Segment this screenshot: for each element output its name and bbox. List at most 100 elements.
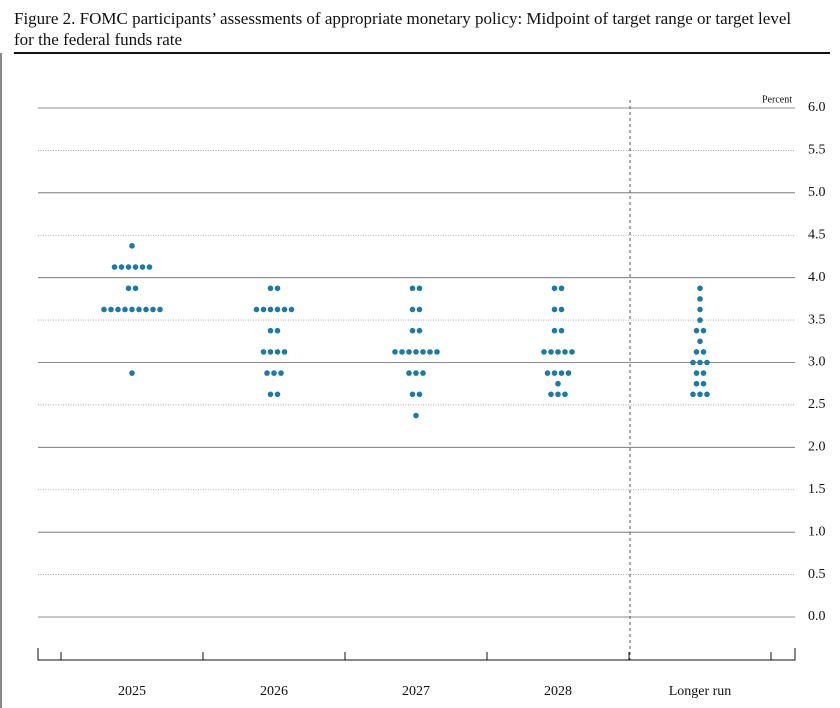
dot — [555, 380, 561, 387]
dot — [118, 264, 125, 270]
dot — [427, 349, 433, 355]
dot — [697, 306, 703, 313]
dot — [278, 370, 284, 376]
dot — [150, 306, 156, 313]
dot — [409, 327, 416, 334]
dot — [267, 349, 274, 355]
dot — [101, 306, 107, 313]
dot — [693, 370, 700, 376]
x-tick-label: 2027 — [402, 684, 430, 699]
dot — [281, 306, 288, 313]
dot — [132, 264, 139, 270]
dot — [274, 349, 281, 355]
dot — [551, 370, 558, 376]
y-tick-label: 4.5 — [808, 227, 826, 242]
dot — [700, 380, 707, 387]
dot — [157, 306, 163, 313]
dot — [569, 349, 575, 355]
dot — [146, 264, 153, 270]
y-tick-label: 2.0 — [808, 440, 826, 455]
dot — [281, 349, 288, 355]
dot — [697, 296, 703, 302]
chart-title: Figure 2. FOMC participants’ assessments… — [14, 9, 792, 49]
dot — [125, 264, 132, 270]
x-tick-label: 2028 — [544, 684, 572, 699]
dot — [544, 370, 551, 376]
dot — [697, 317, 703, 323]
dot — [274, 327, 281, 334]
dot — [690, 391, 696, 398]
y-tick-label: 5.0 — [808, 185, 826, 200]
dot — [108, 306, 114, 313]
dot — [413, 370, 419, 376]
dot — [555, 349, 561, 355]
dot — [406, 349, 412, 355]
dot — [548, 391, 554, 398]
dot — [132, 285, 139, 292]
dot — [392, 349, 398, 355]
dot — [267, 285, 274, 292]
x-axis — [37, 648, 796, 661]
dot — [697, 285, 703, 292]
dot — [693, 349, 700, 355]
dot — [697, 391, 703, 398]
dot — [125, 285, 132, 292]
y-tick-label: 5.5 — [808, 143, 826, 158]
y-tick-label: 4.0 — [808, 270, 826, 285]
x-tick-label: 2026 — [260, 684, 288, 699]
dot — [267, 306, 274, 313]
dot — [693, 327, 700, 334]
dot — [416, 306, 423, 313]
y-tick-label: 6.0 — [808, 100, 826, 115]
dot — [700, 370, 707, 376]
dot — [122, 306, 128, 313]
dot — [260, 306, 267, 313]
dot — [271, 370, 277, 376]
dot — [434, 349, 440, 355]
dot — [139, 264, 146, 270]
dot — [697, 338, 703, 345]
dot — [558, 285, 565, 292]
dot — [420, 349, 426, 355]
y-tick-label: 0.0 — [808, 609, 826, 624]
dot — [562, 391, 568, 398]
dot — [558, 370, 565, 376]
dot — [420, 370, 426, 376]
x-tick-label: Longer run — [669, 684, 732, 699]
y-tick-label: 3.5 — [808, 312, 826, 327]
dot — [274, 306, 281, 313]
y-tick-label: 1.5 — [808, 482, 826, 497]
dot — [264, 370, 270, 376]
dot — [267, 327, 274, 334]
y-tick-label: 0.5 — [808, 567, 826, 582]
dot — [129, 370, 135, 376]
x-tick-label: 2025 — [118, 684, 146, 699]
dot — [413, 349, 419, 355]
dot — [267, 391, 274, 398]
y-tick-label: 1.0 — [808, 524, 826, 539]
dot — [700, 327, 707, 334]
dot — [129, 306, 135, 313]
dot — [565, 370, 572, 376]
y-tick-label: 2.5 — [808, 397, 826, 412]
dot — [555, 391, 561, 398]
dot — [551, 306, 558, 313]
dot — [558, 306, 565, 313]
dot — [697, 359, 703, 366]
dot — [562, 349, 568, 355]
dot — [704, 359, 710, 366]
dot — [551, 327, 558, 334]
dot — [253, 306, 260, 313]
dot — [399, 349, 405, 355]
dot — [111, 264, 118, 270]
dot — [416, 327, 423, 334]
dot — [541, 349, 547, 355]
dot — [693, 380, 700, 387]
dot — [704, 391, 710, 398]
dot — [413, 412, 419, 419]
dot — [136, 306, 142, 313]
dot — [416, 285, 423, 292]
y-axis-label: Percent — [762, 94, 792, 105]
dot — [274, 285, 281, 292]
